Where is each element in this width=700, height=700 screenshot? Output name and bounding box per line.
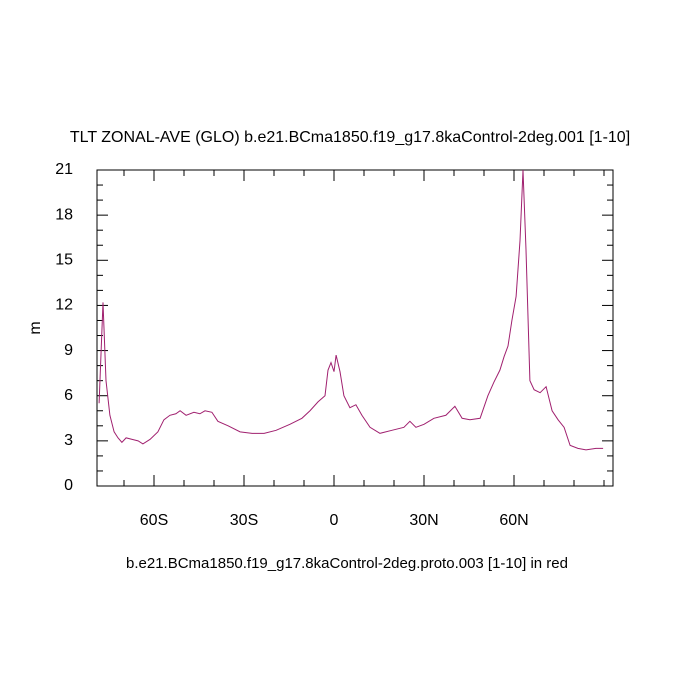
y-tick-label: 9 — [64, 342, 73, 359]
data-line — [98, 169, 604, 451]
x-tick-label: 60N — [499, 512, 528, 529]
y-axis-label: m — [27, 321, 44, 334]
y-tick-label: 6 — [64, 387, 73, 404]
x-tick-label: 30N — [409, 512, 438, 529]
y-tick-label: 15 — [55, 252, 73, 269]
y-tick-label: 21 — [55, 161, 73, 178]
y-tick-label: 18 — [55, 206, 73, 223]
x-tick-label: 60S — [140, 512, 168, 529]
chart-subtitle: b.e21.BCma1850.f19_g17.8kaControl-2deg.p… — [126, 555, 568, 572]
plot-frame — [96, 169, 614, 487]
y-tick-label: 3 — [64, 432, 73, 449]
chart-title: TLT ZONAL-AVE (GLO) b.e21.BCma1850.f19_g… — [70, 129, 630, 146]
y-tick-label: 0 — [64, 477, 73, 494]
x-tick-label: 0 — [330, 512, 339, 529]
y-tick-label: 12 — [55, 297, 73, 314]
x-tick-label: 30S — [230, 512, 258, 529]
